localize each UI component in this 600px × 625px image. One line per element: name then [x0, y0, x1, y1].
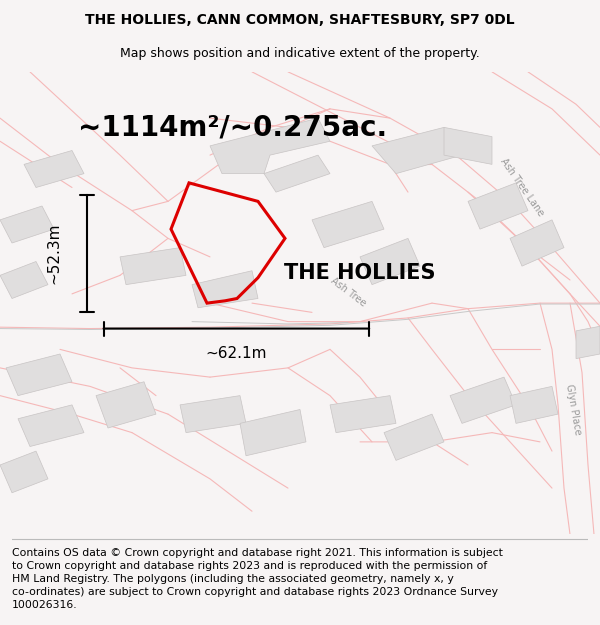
- Polygon shape: [372, 127, 462, 174]
- Polygon shape: [0, 206, 54, 243]
- Polygon shape: [444, 127, 492, 164]
- Polygon shape: [120, 248, 186, 284]
- Polygon shape: [18, 405, 84, 446]
- Text: THE HOLLIES: THE HOLLIES: [284, 263, 436, 283]
- Polygon shape: [264, 155, 330, 192]
- Text: Map shows position and indicative extent of the property.: Map shows position and indicative extent…: [120, 48, 480, 61]
- Polygon shape: [468, 183, 528, 229]
- Polygon shape: [192, 271, 258, 308]
- Polygon shape: [330, 396, 396, 432]
- Polygon shape: [576, 326, 600, 359]
- Polygon shape: [312, 201, 384, 248]
- Polygon shape: [6, 354, 72, 396]
- Polygon shape: [360, 238, 420, 284]
- Polygon shape: [510, 220, 564, 266]
- Text: THE HOLLIES, CANN COMMON, SHAFTESBURY, SP7 0DL: THE HOLLIES, CANN COMMON, SHAFTESBURY, S…: [85, 13, 515, 27]
- Text: Ash Tree: Ash Tree: [328, 275, 368, 308]
- Text: ~1114m²/~0.275ac.: ~1114m²/~0.275ac.: [78, 113, 387, 141]
- Text: Ash Tree Lane: Ash Tree Lane: [499, 157, 545, 218]
- Polygon shape: [450, 377, 516, 423]
- Polygon shape: [510, 386, 558, 423]
- Polygon shape: [384, 414, 444, 461]
- Polygon shape: [0, 261, 48, 299]
- Text: Glyn Place: Glyn Place: [563, 383, 583, 436]
- Polygon shape: [0, 451, 48, 493]
- Polygon shape: [210, 118, 330, 174]
- Polygon shape: [24, 151, 84, 188]
- Text: ~62.1m: ~62.1m: [206, 346, 267, 361]
- Polygon shape: [240, 409, 306, 456]
- Text: Contains OS data © Crown copyright and database right 2021. This information is : Contains OS data © Crown copyright and d…: [12, 548, 503, 611]
- Text: ~52.3m: ~52.3m: [47, 222, 62, 284]
- Polygon shape: [180, 396, 246, 432]
- Polygon shape: [96, 382, 156, 428]
